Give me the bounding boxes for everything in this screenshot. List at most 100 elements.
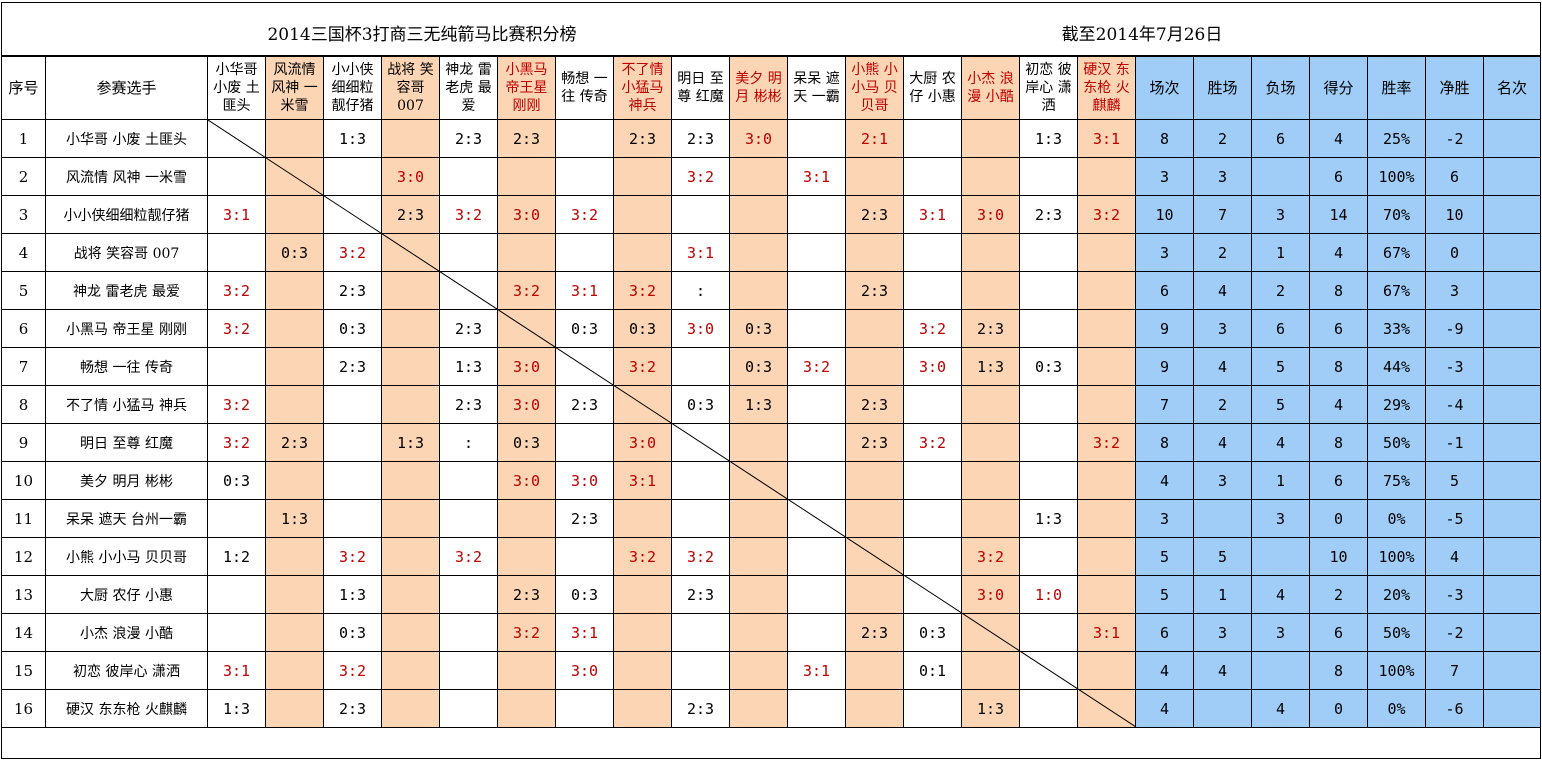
result-cell (787, 461, 846, 500)
result-cell: 3:0 (497, 461, 556, 500)
result-cell (961, 271, 1020, 310)
result-cell (439, 157, 498, 196)
result-cell (787, 575, 846, 614)
result-cell: 3:2 (323, 537, 382, 576)
result-cell: 3:0 (729, 119, 788, 158)
stat-cell (1483, 309, 1541, 348)
result-cell (381, 689, 440, 728)
stat-cell: 67% (1367, 271, 1426, 310)
row-index: 5 (1, 271, 46, 310)
stat-cell: 8 (1309, 271, 1368, 310)
result-cell (729, 423, 788, 462)
result-cell (207, 613, 266, 652)
result-cell (961, 461, 1020, 500)
result-cell (671, 651, 730, 690)
stat-cell (1483, 271, 1541, 310)
stat-cell: 50% (1367, 613, 1426, 652)
row-index: 7 (1, 347, 46, 386)
result-cell (613, 385, 672, 424)
result-cell: 3:2 (787, 347, 846, 386)
player-name: 风流情 风神 一米雪 (45, 157, 208, 196)
result-cell (497, 689, 556, 728)
result-cell (613, 499, 672, 538)
header-team-5: 神龙 雷老虎 最爱 (439, 56, 498, 120)
result-cell: 3:1 (207, 651, 266, 690)
stat-cell: -2 (1425, 119, 1484, 158)
result-cell: 2:3 (439, 385, 498, 424)
result-cell (1077, 461, 1136, 500)
stat-cell: 0 (1309, 499, 1368, 538)
result-cell: 3:2 (613, 537, 672, 576)
stat-cell: 6 (1309, 461, 1368, 500)
result-cell (439, 461, 498, 500)
result-cell (497, 537, 556, 576)
stat-cell: 33% (1367, 309, 1426, 348)
result-cell: 2:1 (845, 119, 904, 158)
result-cell: 3:2 (613, 347, 672, 386)
result-cell: 0:3 (497, 423, 556, 462)
result-cell (1019, 157, 1078, 196)
header-player: 参赛选手 (45, 56, 208, 120)
result-cell: 1:3 (323, 119, 382, 158)
stat-cell: 5 (1425, 461, 1484, 500)
result-cell (729, 461, 788, 500)
stat-cell: -3 (1425, 575, 1484, 614)
result-cell (613, 233, 672, 272)
result-cell (903, 271, 962, 310)
stat-cell: 2 (1193, 233, 1252, 272)
player-name: 明日 至尊 红魔 (45, 423, 208, 462)
stat-cell: 2 (1193, 119, 1252, 158)
as-of-date: 截至2014年7月26日 (1061, 25, 1223, 45)
result-cell: 2:3 (439, 309, 498, 348)
row-index: 11 (1, 499, 46, 538)
result-cell (555, 233, 614, 272)
standings-table: 序号 参赛选手 小华哥 小废 土匪头 风流情 风神 一米雪 小小侠 细细粒 靓仔猪 战将 … (1, 56, 1541, 728)
result-cell (845, 347, 904, 386)
stat-cell (1193, 499, 1252, 538)
result-cell: 3:2 (1077, 423, 1136, 462)
result-cell: 0:3 (671, 385, 730, 424)
result-cell (381, 233, 440, 272)
result-cell (1077, 157, 1136, 196)
stat-cell (1483, 157, 1541, 196)
stat-cell: 4 (1193, 271, 1252, 310)
stat-cell: 3 (1135, 233, 1194, 272)
table-row: 15 初恋 彼岸心 潇洒 3:1 3:2 3:0 3:1 0:1 4 4 8 100% 7 (1, 651, 1541, 690)
header-team-13: 大厨 农仔 小惠 (903, 56, 962, 120)
stat-cell: 4 (1135, 461, 1194, 500)
header-index: 序号 (1, 56, 46, 120)
row-index: 9 (1, 423, 46, 462)
result-cell: 3:0 (497, 347, 556, 386)
result-cell: 3:0 (497, 385, 556, 424)
result-cell (1019, 613, 1078, 652)
stat-cell (1483, 195, 1541, 234)
result-cell (787, 271, 846, 310)
stat-cell: 4 (1193, 651, 1252, 690)
result-cell: 3:2 (207, 385, 266, 424)
stat-cell: 2 (1251, 271, 1310, 310)
result-cell (787, 423, 846, 462)
result-cell (729, 233, 788, 272)
result-cell: 3:0 (555, 461, 614, 500)
row-index: 10 (1, 461, 46, 500)
stat-cell: 8 (1135, 119, 1194, 158)
result-cell: 3:1 (555, 613, 614, 652)
stat-cell: 5 (1251, 347, 1310, 386)
stat-cell (1251, 651, 1310, 690)
player-name: 初恋 彼岸心 潇洒 (45, 651, 208, 690)
result-cell (787, 689, 846, 728)
header-row: 序号 参赛选手 小华哥 小废 土匪头 风流情 风神 一米雪 小小侠 细细粒 靓仔猪 战将 … (1, 56, 1541, 120)
result-cell: 0:3 (555, 575, 614, 614)
result-cell (1077, 271, 1136, 310)
result-cell (323, 423, 382, 462)
header-team-2: 风流情 风神 一米雪 (265, 56, 324, 120)
player-name: 小黑马 帝王星 刚刚 (45, 309, 208, 348)
stat-cell (1483, 119, 1541, 158)
result-cell (323, 157, 382, 196)
result-cell (1019, 651, 1078, 690)
stat-cell: 100% (1367, 157, 1426, 196)
result-cell: 2:3 (671, 119, 730, 158)
result-cell: 3:0 (961, 575, 1020, 614)
stat-cell: 6 (1251, 309, 1310, 348)
